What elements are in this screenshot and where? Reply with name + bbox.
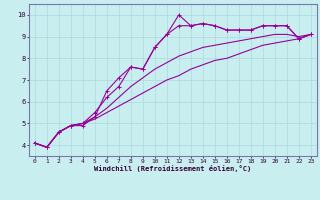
X-axis label: Windchill (Refroidissement éolien,°C): Windchill (Refroidissement éolien,°C): [94, 165, 252, 172]
